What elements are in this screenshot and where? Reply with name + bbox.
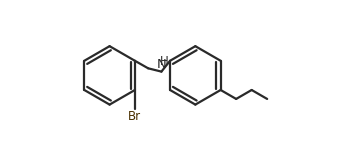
Text: N: N <box>157 58 167 71</box>
Text: H: H <box>160 55 168 68</box>
Text: Br: Br <box>128 110 142 123</box>
